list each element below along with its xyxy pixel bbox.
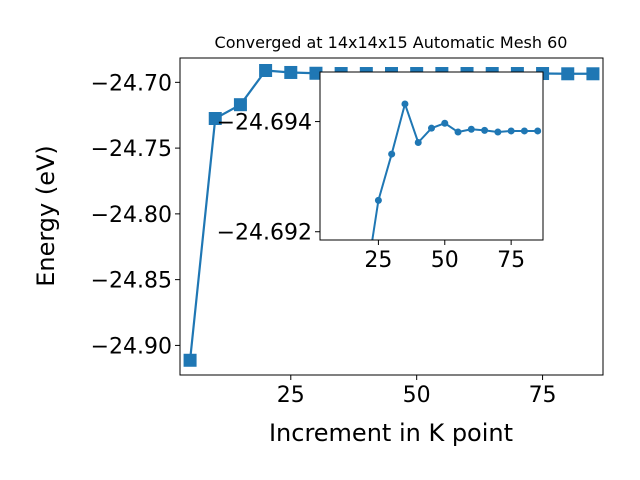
- data-point: [183, 353, 197, 367]
- inset-x-axis: 25 50 75: [364, 240, 525, 273]
- data-point: [454, 128, 462, 136]
- inset-chart: 25 50 75 −24.694 −24.692: [217, 71, 544, 273]
- data-point: [507, 127, 515, 135]
- inset-y-axis: −24.694 −24.692: [217, 110, 320, 246]
- y-tick-label: −24.70: [91, 71, 172, 96]
- data-point: [534, 127, 542, 135]
- data-point: [259, 63, 273, 77]
- x-tick-label: 25: [364, 248, 392, 273]
- data-point: [428, 124, 435, 132]
- data-point: [520, 127, 528, 135]
- y-tick-label: −24.75: [91, 137, 172, 162]
- y-tick-label: −24.90: [91, 334, 172, 359]
- data-point: [284, 65, 298, 79]
- data-point: [401, 100, 409, 108]
- data-point: [561, 67, 575, 81]
- x-tick-label: 25: [277, 383, 305, 408]
- x-axis-label: Increment in K point: [269, 419, 513, 447]
- data-point: [414, 139, 422, 147]
- data-point: [494, 128, 502, 136]
- y-tick-label: −24.85: [91, 269, 172, 294]
- x-tick-label: 75: [497, 248, 525, 273]
- data-point: [481, 126, 489, 134]
- x-tick-label: 75: [529, 383, 557, 408]
- data-point: [586, 67, 600, 81]
- inset-series: [371, 100, 542, 240]
- x-tick-label: 50: [431, 248, 459, 273]
- main-y-axis: −24.90 −24.85 −24.80 −24.75 −24.70: [91, 71, 180, 359]
- y-axis-label: Energy (eV): [32, 145, 60, 287]
- inset-plot-frame: [319, 71, 544, 241]
- main-x-axis: 25 50 75: [277, 375, 557, 408]
- data-point: [388, 150, 396, 158]
- inset-background: [320, 72, 543, 240]
- y-tick-label: −24.80: [91, 203, 172, 228]
- chart-title: Converged at 14x14x15 Automatic Mesh 60: [215, 33, 568, 52]
- y-tick-label: −24.694: [217, 110, 312, 135]
- x-tick-label: 50: [403, 383, 431, 408]
- y-tick-label: −24.692: [217, 221, 312, 246]
- data-point: [233, 98, 247, 112]
- data-point: [467, 125, 475, 133]
- data-point: [374, 196, 382, 204]
- data-point: [309, 66, 323, 80]
- main-plot-frame: [179, 57, 604, 376]
- data-point: [208, 112, 222, 126]
- data-point: [441, 119, 449, 127]
